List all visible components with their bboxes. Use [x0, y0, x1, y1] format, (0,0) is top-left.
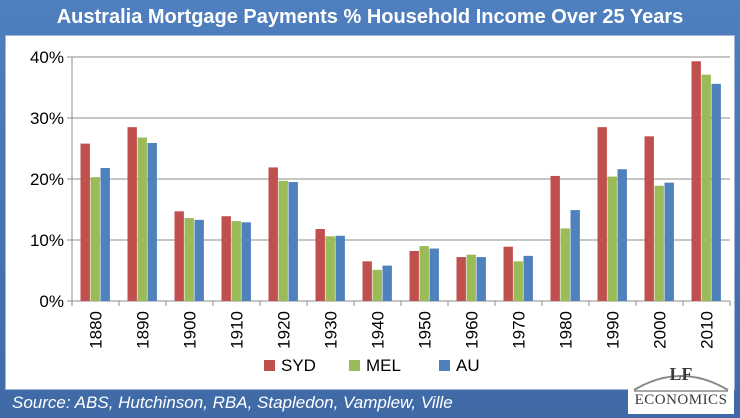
- legend-swatch-au: [439, 360, 450, 371]
- bar-syd-1960: [456, 257, 466, 301]
- chart-title: Australia Mortgage Payments % Household …: [56, 6, 684, 28]
- x-tick-label: 1970: [510, 311, 529, 349]
- x-tick-label: 2000: [651, 311, 670, 349]
- bar-mel-1900: [184, 218, 194, 301]
- bar-mel-1910: [231, 221, 241, 301]
- bar-au-1980: [570, 210, 580, 301]
- y-tick-label: 40%: [30, 48, 64, 67]
- bar-au-1940: [382, 265, 392, 301]
- bridge-icon: [633, 375, 729, 392]
- logo-text-lf: LF: [669, 364, 693, 384]
- bar-mel-1940: [372, 269, 382, 301]
- y-tick-label: 30%: [30, 109, 64, 128]
- bar-au-2000: [664, 182, 674, 301]
- bar-mel-1990: [607, 176, 617, 301]
- bar-syd-1940: [362, 261, 372, 301]
- x-tick-label: 1880: [87, 311, 106, 349]
- bar-syd-2010: [691, 61, 701, 301]
- bar-mel-1890: [137, 137, 147, 301]
- plot-panel: 0% 10% 20% 30% 40% 1880 1890 1900 1910 1920 1930 19…: [5, 35, 735, 390]
- bar-mel-1930: [325, 236, 335, 301]
- bar-mel-1920: [278, 180, 288, 301]
- x-tick-label: 1910: [228, 311, 247, 349]
- bar-au-1930: [335, 235, 345, 301]
- x-tick-label: 1990: [604, 311, 623, 349]
- bar-mel-2000: [654, 185, 664, 301]
- bar-au-1880: [100, 168, 110, 301]
- bar-syd-1990: [597, 127, 607, 302]
- x-tick-label: 1900: [181, 311, 200, 349]
- bar-au-1900: [194, 219, 204, 301]
- bar-syd-1880: [80, 143, 90, 301]
- bar-syd-1920: [268, 167, 278, 301]
- bar-syd-1910: [221, 216, 231, 301]
- bar-mel-1970: [513, 261, 523, 301]
- legend-swatch-syd: [264, 360, 275, 371]
- legend-swatch-mel: [349, 360, 360, 371]
- x-tick-label: 1980: [557, 311, 576, 349]
- bar-syd-1900: [174, 211, 184, 301]
- bar-mel-1960: [466, 254, 476, 301]
- bar-au-1910: [241, 222, 251, 301]
- x-tick-label: 1940: [369, 311, 388, 349]
- bar-au-1990: [617, 169, 627, 301]
- x-tick-label: 1930: [322, 311, 341, 349]
- y-tick-label: 20%: [30, 170, 64, 189]
- bar-mel-2010: [701, 74, 711, 301]
- bar-syd-1970: [503, 246, 513, 301]
- chart-svg: 0% 10% 20% 30% 40% 1880 1890 1900 1910 1920 1930 19…: [30, 48, 731, 375]
- bar-au-1920: [288, 182, 298, 301]
- x-tick-label: 2010: [698, 311, 717, 349]
- x-tick-label: 1960: [463, 311, 482, 349]
- bar-au-2010: [711, 83, 721, 301]
- bar-au-1970: [523, 255, 533, 301]
- bar-mel-1950: [419, 246, 429, 301]
- bar-au-1950: [429, 248, 439, 301]
- bar-syd-2000: [644, 136, 654, 301]
- bar-au-1960: [476, 257, 486, 301]
- y-tick-label: 0%: [39, 292, 64, 311]
- logo-text-economics: ECONOMICS: [634, 392, 728, 408]
- bar-syd-1890: [127, 127, 137, 302]
- legend-label-mel: MEL: [366, 356, 401, 375]
- bar-mel-1980: [560, 228, 570, 301]
- x-tick-label: 1890: [134, 311, 153, 349]
- source-note: Source: ABS, Hutchinson, RBA, Stapledon,…: [12, 393, 453, 412]
- bar-syd-1930: [315, 229, 325, 301]
- bar-syd-1980: [550, 175, 560, 301]
- y-tick-label: 10%: [30, 231, 64, 250]
- x-tick-label: 1950: [416, 311, 435, 349]
- bar-syd-1950: [409, 250, 419, 301]
- x-tick-label: 1920: [275, 311, 294, 349]
- legend-label-syd: SYD: [281, 356, 316, 375]
- legend-label-au: AU: [456, 356, 480, 375]
- bar-mel-1880: [90, 177, 100, 301]
- lf-economics-logo: LF ECONOMICS: [628, 360, 734, 414]
- bar-au-1890: [147, 143, 157, 301]
